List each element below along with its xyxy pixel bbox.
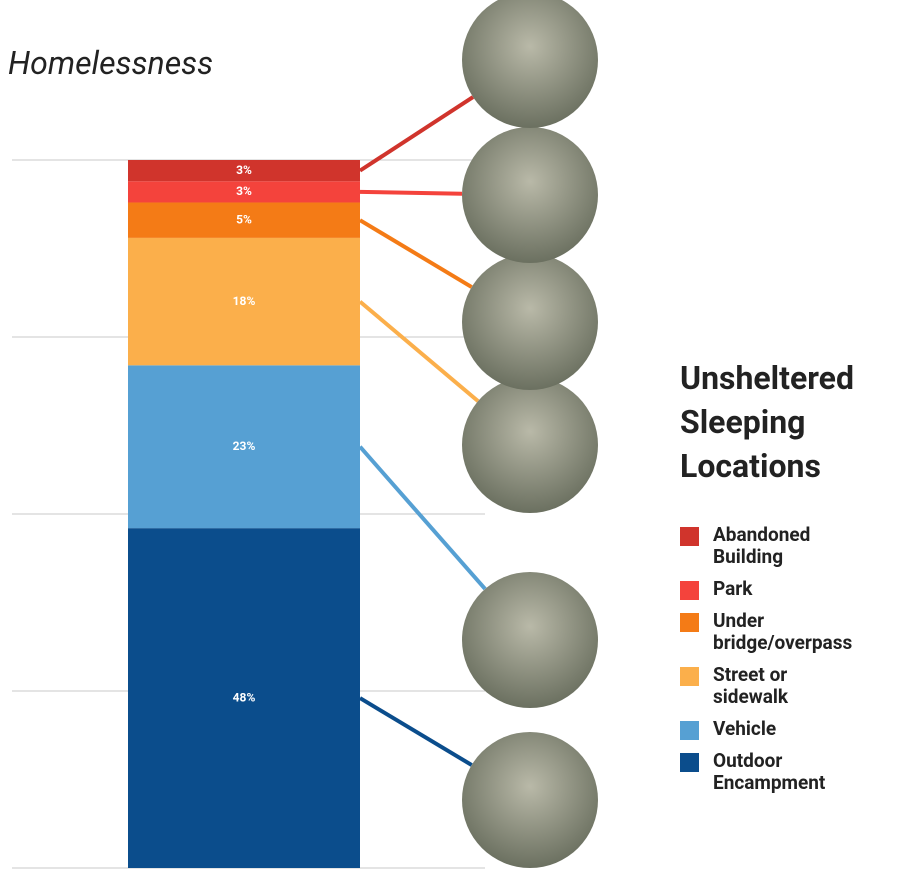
legend-label: Vehicle [713,717,777,740]
legend-label: Outdoor Encampment [713,749,826,794]
legend-label: Abandoned Building [713,523,811,568]
bar-segment [128,528,360,868]
photo [462,254,598,390]
legend: Abandoned Building Park Under bridge/overp… [680,524,863,804]
photo [462,127,598,263]
data-label: 3% [236,184,252,198]
legend-title: Unsheltered Sleeping Locations [680,359,854,485]
legend-item: Park [680,578,863,600]
legend-swatch [680,667,699,686]
bar-segment [128,181,360,203]
data-label: 3% [236,163,252,177]
data-label: 18% [233,294,256,308]
connector [358,445,487,591]
legend-swatch [680,753,699,772]
photo [462,732,598,868]
bar-segment [128,160,360,182]
legend-swatch [680,721,699,740]
photo [462,377,598,513]
bar-segment [128,237,360,366]
connector [358,300,480,403]
data-label: 48% [233,690,256,704]
legend-label: Street or sidewalk [713,663,789,708]
legend-item: Street or sidewalk [680,664,863,708]
bar-segment [128,365,360,529]
data-label: 5% [236,212,252,226]
legend-item: Abandoned Building [680,524,863,568]
legend-item: Under bridge/overpass [680,610,863,654]
bar-segment [128,202,360,238]
chart-title: Homelessness [8,44,214,82]
data-label: 23% [233,439,256,453]
legend-swatch [680,581,699,600]
connector [359,189,463,196]
legend-label: Under bridge/overpass [713,609,853,654]
legend-item: Outdoor Encampment [680,750,863,794]
legend-swatch [680,613,699,632]
legend-item: Vehicle [680,718,863,740]
photo [462,572,598,708]
photo [462,0,598,128]
legend-swatch [680,527,699,546]
connector [358,696,473,767]
connector [358,95,475,173]
connector [358,218,473,289]
legend-label: Park [713,577,753,600]
